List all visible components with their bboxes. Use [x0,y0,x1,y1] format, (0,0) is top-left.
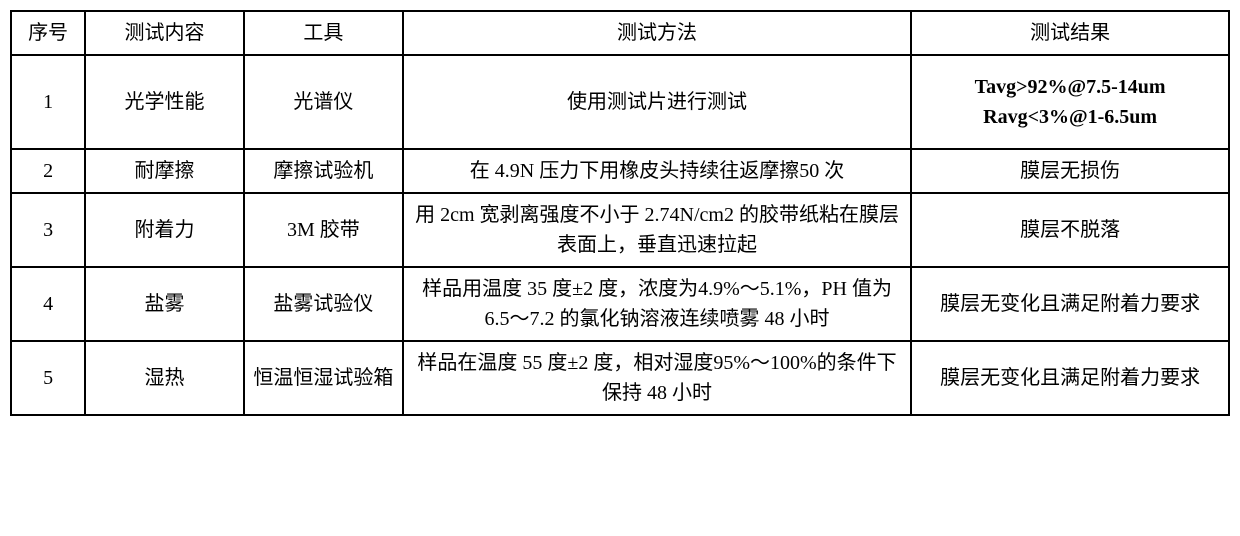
cell-content: 湿热 [85,341,244,415]
cell-content: 盐雾 [85,267,244,341]
cell-result: 膜层无变化且满足附着力要求 [911,267,1229,341]
cell-seq: 1 [11,55,85,149]
result-line1: Tavg>92%@7.5-14um [975,76,1166,98]
cell-tool: 恒温恒湿试验箱 [244,341,403,415]
cell-method: 用 2cm 宽剥离强度不小于 2.74N/cm2 的胶带纸粘在膜层表面上，垂直迅… [403,193,911,267]
cell-seq: 3 [11,193,85,267]
cell-method: 使用测试片进行测试 [403,55,911,149]
cell-method: 样品在温度 55 度±2 度，相对湿度95%～100%的条件下保持 48 小时 [403,341,911,415]
cell-tool: 摩擦试验机 [244,149,403,193]
table-row: 2 耐摩擦 摩擦试验机 在 4.9N 压力下用橡皮头持续往返摩擦50 次 膜层无… [11,149,1229,193]
table-row: 1 光学性能 光谱仪 使用测试片进行测试 Tavg>92%@7.5-14um R… [11,55,1229,149]
table-row: 3 附着力 3M 胶带 用 2cm 宽剥离强度不小于 2.74N/cm2 的胶带… [11,193,1229,267]
header-content: 测试内容 [85,11,244,55]
cell-seq: 5 [11,341,85,415]
table-row: 5 湿热 恒温恒湿试验箱 样品在温度 55 度±2 度，相对湿度95%～100%… [11,341,1229,415]
cell-result: 膜层不脱落 [911,193,1229,267]
result-line2: Ravg<3%@1-6.5um [983,106,1157,128]
header-tool: 工具 [244,11,403,55]
header-seq: 序号 [11,11,85,55]
cell-seq: 4 [11,267,85,341]
test-table: 序号 测试内容 工具 测试方法 测试结果 1 光学性能 光谱仪 使用测试片进行测… [10,10,1230,416]
cell-method: 样品用温度 35 度±2 度，浓度为4.9%～5.1%，PH 值为 6.5～7.… [403,267,911,341]
cell-seq: 2 [11,149,85,193]
cell-result: Tavg>92%@7.5-14um Ravg<3%@1-6.5um [911,55,1229,149]
cell-method: 在 4.9N 压力下用橡皮头持续往返摩擦50 次 [403,149,911,193]
cell-content: 光学性能 [85,55,244,149]
cell-content: 附着力 [85,193,244,267]
cell-tool: 盐雾试验仪 [244,267,403,341]
cell-tool: 3M 胶带 [244,193,403,267]
header-method: 测试方法 [403,11,911,55]
cell-content: 耐摩擦 [85,149,244,193]
table-header-row: 序号 测试内容 工具 测试方法 测试结果 [11,11,1229,55]
header-result: 测试结果 [911,11,1229,55]
cell-result: 膜层无变化且满足附着力要求 [911,341,1229,415]
table-row: 4 盐雾 盐雾试验仪 样品用温度 35 度±2 度，浓度为4.9%～5.1%，P… [11,267,1229,341]
cell-tool: 光谱仪 [244,55,403,149]
cell-result: 膜层无损伤 [911,149,1229,193]
